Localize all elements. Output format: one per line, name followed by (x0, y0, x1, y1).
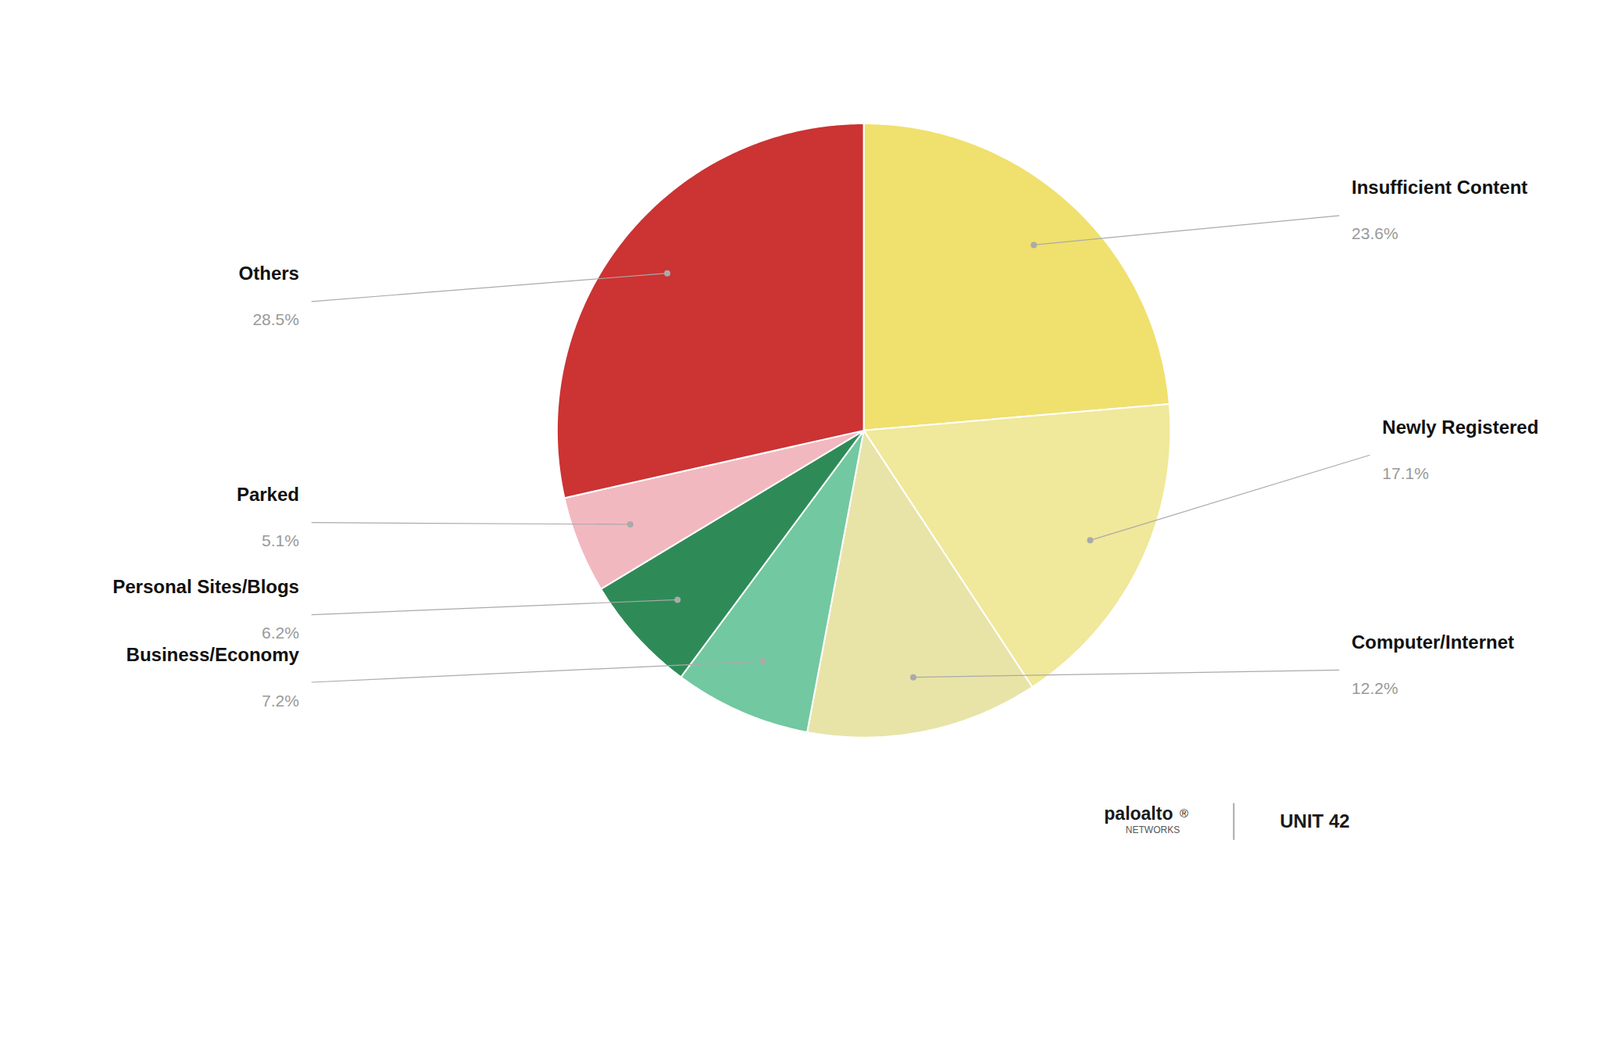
svg-text:Personal Sites/Blogs: Personal Sites/Blogs (112, 575, 300, 597)
svg-text:23.6%: 23.6% (1351, 224, 1399, 243)
svg-text:UNIT 42: UNIT 42 (1279, 810, 1350, 832)
svg-text:5.1%: 5.1% (261, 531, 300, 550)
svg-text:Parked: Parked (236, 483, 300, 505)
svg-text:6.2%: 6.2% (261, 623, 300, 642)
svg-text:Business/Economy: Business/Economy (126, 643, 300, 665)
svg-text:®: ® (1179, 806, 1189, 820)
svg-text:Others: Others (239, 262, 300, 284)
svg-text:Newly Registered: Newly Registered (1382, 416, 1539, 438)
svg-text:28.5%: 28.5% (252, 310, 300, 329)
svg-text:NETWORKS: NETWORKS (1125, 824, 1180, 836)
svg-text:12.2%: 12.2% (1351, 678, 1399, 697)
svg-text:paloalto: paloalto (1103, 803, 1173, 824)
svg-text:Insufficient Content: Insufficient Content (1351, 176, 1528, 198)
svg-text:17.1%: 17.1% (1382, 464, 1429, 483)
svg-text:Computer/Internet: Computer/Internet (1351, 631, 1515, 653)
svg-text:7.2%: 7.2% (261, 691, 300, 710)
